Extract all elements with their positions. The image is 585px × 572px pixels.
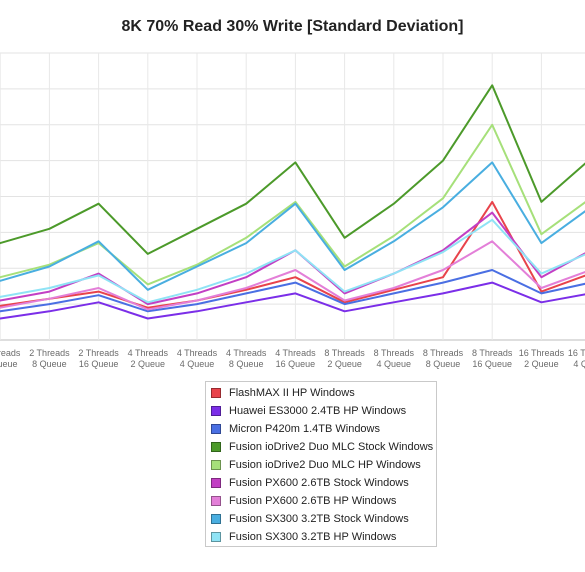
series-line bbox=[0, 240, 585, 311]
series-line bbox=[0, 123, 585, 286]
legend-swatch bbox=[211, 460, 221, 470]
x-tick-label: 4 Queue bbox=[377, 359, 412, 369]
legend-swatch bbox=[211, 478, 221, 488]
legend-label: Huawei ES3000 2.4TB HP Windows bbox=[229, 405, 407, 417]
series-line bbox=[0, 84, 585, 255]
legend-label: Fusion ioDrive2 Duo MLC Stock Windows bbox=[229, 441, 434, 453]
x-tick-label: 2 Queue bbox=[131, 359, 166, 369]
x-tick-label: 16 Threads bbox=[519, 348, 565, 358]
x-tick-label: 2 Threads bbox=[0, 348, 21, 358]
legend-item: Fusion ioDrive2 Duo MLC HP Windows bbox=[206, 456, 436, 474]
legend-item: Fusion SX300 3.2TB HP Windows bbox=[206, 528, 436, 546]
legend-swatch bbox=[211, 532, 221, 542]
legend-item: Fusion PX600 2.6TB HP Windows bbox=[206, 492, 436, 510]
legend-item: FlashMAX II HP Windows bbox=[206, 384, 436, 402]
series-line bbox=[0, 161, 585, 291]
x-tick-label: 16 Threads bbox=[568, 348, 585, 358]
legend: FlashMAX II HP Windows Huawei ES3000 2.4T… bbox=[205, 381, 437, 547]
legend-label: FlashMAX II HP Windows bbox=[229, 387, 355, 399]
legend-swatch bbox=[211, 442, 221, 452]
series-line bbox=[0, 281, 585, 320]
x-tick-label: 4 Threads bbox=[275, 348, 316, 358]
legend-item: Micron P420m 1.4TB Windows bbox=[206, 420, 436, 438]
x-tick-label: 16 Queue bbox=[472, 359, 512, 369]
x-tick-label: 8 Threads bbox=[324, 348, 365, 358]
x-tick-label: 4 Queue bbox=[573, 359, 585, 369]
legend-swatch bbox=[211, 424, 221, 434]
x-tick-label: 8 Threads bbox=[374, 348, 415, 358]
legend-swatch bbox=[211, 406, 221, 416]
legend-swatch bbox=[211, 514, 221, 524]
series-line bbox=[0, 269, 585, 313]
x-tick-label: 8 Queue bbox=[426, 359, 461, 369]
x-tick-label: 2 Threads bbox=[78, 348, 119, 358]
legend-swatch bbox=[211, 496, 221, 506]
x-tick-label: 16 Queue bbox=[276, 359, 316, 369]
chart-title: 8K 70% Read 30% Write [Standard Deviatio… bbox=[121, 18, 464, 35]
legend-label: Fusion PX600 2.6TB Stock Windows bbox=[229, 477, 409, 489]
legend-item: Fusion SX300 3.2TB Stock Windows bbox=[206, 510, 436, 528]
x-tick-label: 8 Threads bbox=[423, 348, 464, 358]
series-lines bbox=[0, 84, 585, 320]
legend-label: Fusion ioDrive2 Duo MLC HP Windows bbox=[229, 459, 421, 471]
legend-item: Huawei ES3000 2.4TB HP Windows bbox=[206, 402, 436, 420]
x-tick-label: 4 Threads bbox=[177, 348, 218, 358]
legend-swatch bbox=[211, 388, 221, 398]
x-tick-label: 4 Threads bbox=[226, 348, 267, 358]
x-tick-label: 4 Queue bbox=[180, 359, 215, 369]
x-tick-label: 8 Queue bbox=[32, 359, 67, 369]
legend-label: Fusion SX300 3.2TB HP Windows bbox=[229, 531, 397, 543]
legend-label: Micron P420m 1.4TB Windows bbox=[229, 423, 380, 435]
x-tick-label: 16 Queue bbox=[79, 359, 119, 369]
x-tick-label: 4 Threads bbox=[128, 348, 169, 358]
x-tick-label: 8 Threads bbox=[472, 348, 513, 358]
legend-label: Fusion SX300 3.2TB Stock Windows bbox=[229, 513, 409, 525]
legend-label: Fusion PX600 2.6TB HP Windows bbox=[229, 495, 397, 507]
legend-item: Fusion PX600 2.6TB Stock Windows bbox=[206, 474, 436, 492]
x-tick-label: 2 Queue bbox=[0, 359, 17, 369]
series-line bbox=[0, 218, 585, 304]
x-tick-label: 2 Queue bbox=[327, 359, 362, 369]
series-line bbox=[0, 211, 585, 306]
x-tick-label: 2 Threads bbox=[29, 348, 70, 358]
legend-item: Fusion ioDrive2 Duo MLC Stock Windows bbox=[206, 438, 436, 456]
x-tick-label: 2 Queue bbox=[524, 359, 559, 369]
x-tick-label: 8 Queue bbox=[229, 359, 264, 369]
